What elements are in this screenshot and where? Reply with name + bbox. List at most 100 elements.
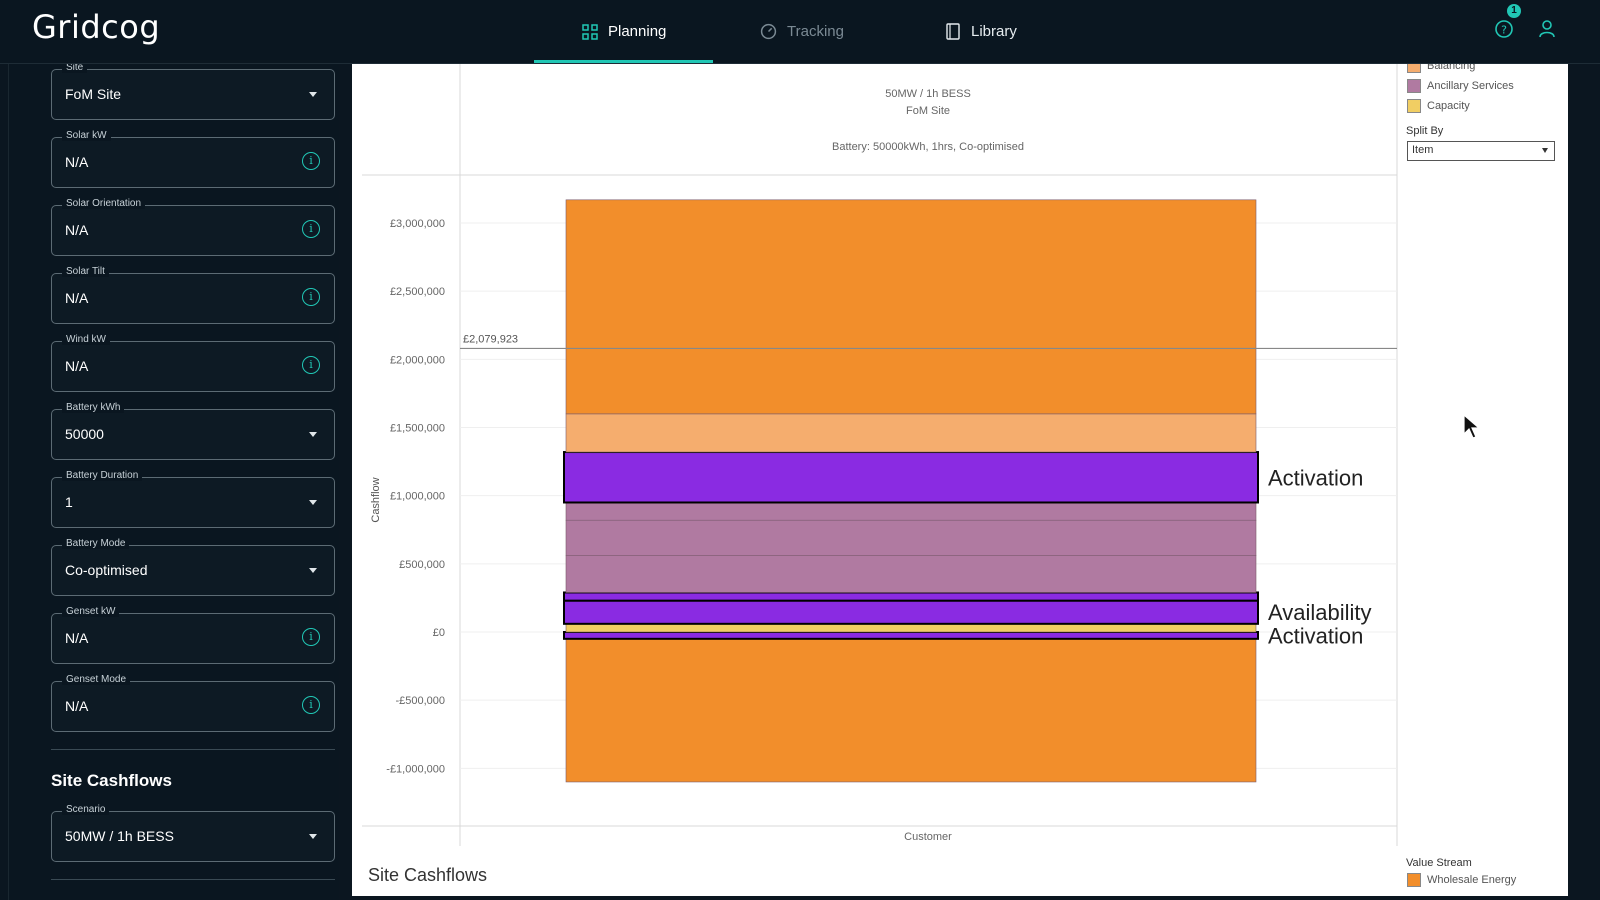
section-divider [51,749,335,750]
tab-tracking-label: Tracking [787,23,844,40]
caret-down-icon [1542,148,1548,153]
highlighted-bar-segment [563,599,1259,625]
field-label: Genset kW [62,606,120,617]
split-by-select[interactable]: Item [1407,141,1555,161]
field-value: 1 [65,494,73,510]
field-value: N/A [65,698,89,714]
site-cashflows-title: Site Cashflows [368,865,488,885]
info-icon[interactable]: i [302,288,320,306]
chart-header-line3: Battery: 50000kWh, 1hrs, Co-optimised [832,141,1024,153]
field-label: Site [62,62,88,73]
field-value: N/A [65,358,89,374]
battery-duration-dropdown[interactable]: Battery Duration 1 [51,470,335,528]
tab-library[interactable]: Library [945,0,1017,63]
y-tick-label: £0 [433,627,445,639]
legend-label: Wholesale Energy [1427,874,1517,886]
y-tick-label: £2,000,000 [390,354,445,366]
split-by-value: Item [1412,144,1434,156]
cashflow-chart: 50MW / 1h BESS FoM Site Battery: 50000kW… [362,64,1398,846]
battery-kwh-dropdown[interactable]: Battery kWh 50000 [51,402,335,460]
bar-segment [565,519,1257,556]
tab-planning-label: Planning [608,23,667,40]
info-icon[interactable]: i [302,152,320,170]
caret-down-icon [309,834,317,839]
chart-header-line2: FoM Site [906,105,950,117]
legend-label: Capacity [1427,100,1470,112]
genset-kw-field[interactable]: Genset kW N/A i [51,606,335,664]
legend-item-capacity[interactable]: Capacity [1407,99,1470,113]
gridcog-logo[interactable]: Gridcog [32,8,161,46]
x-axis-category-label: Customer [904,831,952,843]
section-divider [51,879,335,880]
field-value: N/A [65,630,89,646]
solar-tilt-field[interactable]: Solar Tilt N/A i [51,266,335,324]
legend-item-wholesale-energy[interactable]: Wholesale Energy [1407,873,1516,887]
help-icon[interactable]: ? [1493,18,1515,40]
svg-text:?: ? [1501,24,1507,37]
info-icon[interactable]: i [302,220,320,238]
field-label: Battery Mode [62,538,130,549]
site-dropdown[interactable]: Site FoM Site [51,62,335,120]
legend-label: Ancillary Services [1427,80,1514,92]
field-label: Scenario [62,804,110,815]
site-cashflows-heading: Site Cashflows [51,771,172,790]
battery-mode-dropdown[interactable]: Battery Mode Co-optimised [51,538,335,596]
legend-swatch [1407,873,1421,887]
chart-header-line1: 50MW / 1h BESS [885,88,971,100]
tab-tracking[interactable]: Tracking [760,0,844,63]
sidebar: Site FoM Site Solar kW N/A i Solar Orien… [8,62,339,900]
y-axis-label: Cashflow [370,477,382,522]
bar-segment [565,502,1257,521]
tab-planning[interactable]: Planning [582,0,666,63]
y-tick-label: £2,500,000 [390,286,445,298]
user-icon[interactable] [1536,18,1558,40]
highlighted-bar-segment [563,591,1259,602]
split-by-label: Split By [1406,125,1444,137]
mouse-cursor-icon [1463,414,1481,439]
field-label: Wind kW [62,334,110,345]
gauge-icon [760,23,777,40]
book-icon [946,23,960,40]
bar-segment [565,623,1257,633]
legend-item-ancillary-services[interactable]: Ancillary Services [1407,79,1514,93]
field-value: N/A [65,222,89,238]
y-tick-label: £500,000 [399,559,445,571]
wind-kw-field[interactable]: Wind kW N/A i [51,334,335,392]
y-tick-label: £1,500,000 [390,423,445,435]
value-stream-label: Value Stream [1406,857,1472,869]
bar-segment [565,413,1257,453]
field-value: 50000 [65,426,104,442]
bar-segment [565,555,1257,593]
field-label: Battery kWh [62,402,125,413]
highlighted-bar-segment [563,451,1259,504]
bar-segment [565,638,1257,783]
segment-annotation: Activation [1268,623,1363,648]
caret-down-icon [309,92,317,97]
caret-down-icon [309,500,317,505]
legend-swatch [1407,99,1421,113]
bar-segment [565,199,1257,415]
field-value: FoM Site [65,86,122,102]
field-value: 50MW / 1h BESS [65,828,174,844]
info-icon[interactable]: i [302,628,320,646]
grid-icon [582,23,598,40]
info-icon[interactable]: i [302,356,320,374]
field-label: Battery Duration [62,470,143,481]
field-value: N/A [65,154,89,170]
field-value: Co-optimised [65,562,148,578]
info-icon[interactable]: i [302,696,320,714]
main-content: 50MW / 1h BESS FoM Site Battery: 50000kW… [352,10,1568,896]
legend-swatch [1407,79,1421,93]
caret-down-icon [309,432,317,437]
solar-kw-field[interactable]: Solar kW N/A i [51,130,335,188]
field-label: Solar Tilt [62,266,109,277]
y-tick-label: -£500,000 [395,695,445,707]
scenario-dropdown[interactable]: Scenario 50MW / 1h BESS [51,804,335,862]
solar-orientation-field[interactable]: Solar Orientation N/A i [51,198,335,256]
caret-down-icon [309,568,317,573]
notification-badge: 1 [1507,4,1521,18]
y-tick-label: -£1,000,000 [386,763,445,775]
segment-annotation: Activation [1268,465,1363,490]
field-label: Solar Orientation [62,198,146,209]
genset-mode-field[interactable]: Genset Mode N/A i [51,674,335,732]
